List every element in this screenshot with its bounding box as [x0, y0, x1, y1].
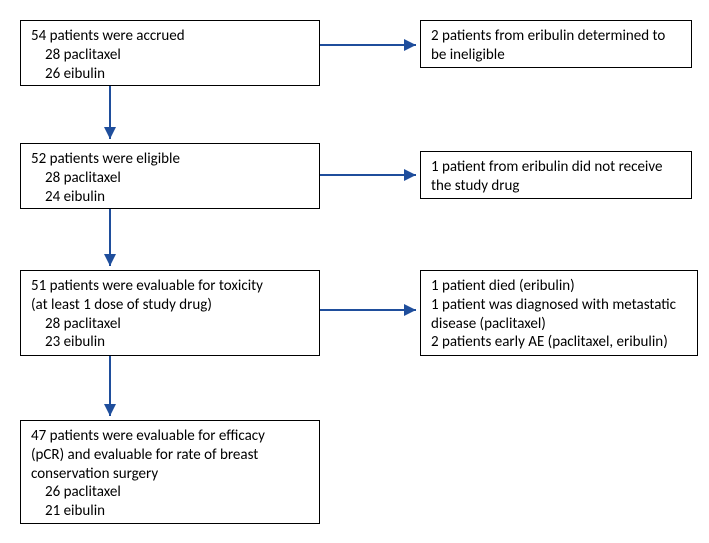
node-text-line: conservation surgery — [31, 465, 309, 484]
node-text-line: 54 patients were accrued — [31, 27, 309, 46]
node-text-line: be ineligible — [431, 46, 681, 65]
node-side1: 2 patients from eribulin determined tobe… — [420, 20, 692, 68]
node-main2: 52 patients were eligible28 paclitaxel24… — [20, 143, 320, 209]
node-text-line: (at least 1 dose of study drug) — [31, 296, 309, 315]
node-text-line: 24 eibulin — [31, 188, 309, 207]
node-text-line: 26 paclitaxel — [31, 483, 309, 502]
node-text-line: 21 eibulin — [31, 502, 309, 521]
node-text-line: 1 patient from eribulin did not receive — [431, 158, 681, 177]
node-text-line: 47 patients were evaluable for efficacy — [31, 427, 309, 446]
node-side3: 1 patient died (eribulin)1 patient was d… — [420, 270, 698, 356]
node-text-line: 26 eibulin — [31, 65, 309, 84]
node-text-line: (pCR) and evaluable for rate of breast — [31, 446, 309, 465]
node-text-line: 28 paclitaxel — [31, 46, 309, 65]
node-main3: 51 patients were evaluable for toxicity(… — [20, 270, 320, 356]
node-side2: 1 patient from eribulin did not receivet… — [420, 151, 692, 199]
node-text-line: disease (paclitaxel) — [431, 315, 687, 334]
node-text-line: 28 paclitaxel — [31, 169, 309, 188]
flowchart-canvas: 54 patients were accrued28 paclitaxel26 … — [0, 0, 709, 543]
node-text-line: 51 patients were evaluable for toxicity — [31, 277, 309, 296]
node-main1: 54 patients were accrued28 paclitaxel26 … — [20, 20, 320, 86]
node-text-line: 1 patient was diagnosed with metastatic — [431, 296, 687, 315]
node-text-line: 2 patients early AE (paclitaxel, eribuli… — [431, 333, 687, 352]
node-text-line: 2 patients from eribulin determined to — [431, 27, 681, 46]
node-text-line: 1 patient died (eribulin) — [431, 277, 687, 296]
node-text-line: 52 patients were eligible — [31, 150, 309, 169]
node-text-line: 28 paclitaxel — [31, 315, 309, 334]
node-text-line: the study drug — [431, 177, 681, 196]
node-main4: 47 patients were evaluable for efficacy(… — [20, 420, 320, 524]
node-text-line: 23 eibulin — [31, 333, 309, 352]
